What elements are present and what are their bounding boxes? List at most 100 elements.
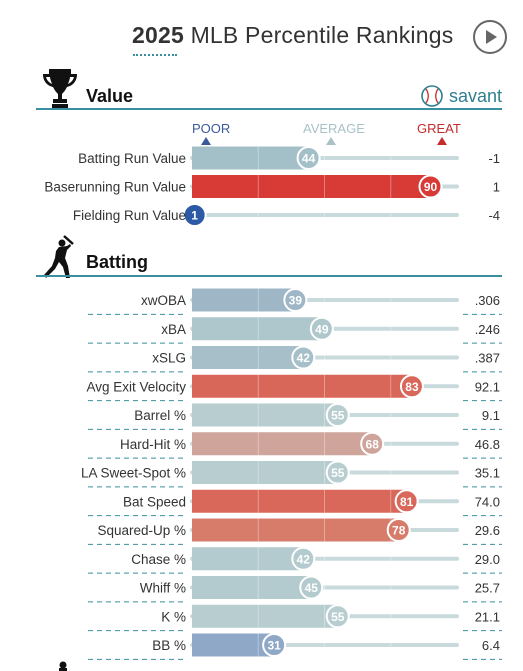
percentile-label-whiff: 45 [305, 581, 319, 595]
bar-barrel [192, 403, 338, 427]
title-year: 2025 [132, 22, 184, 48]
marker-squared-up [386, 518, 411, 542]
stat-value-whiff: 25.7 [475, 581, 500, 596]
bar-hard-hit [192, 432, 373, 456]
metric-label-xslg: xSLG [152, 351, 186, 366]
stat-value-xba: .246 [475, 322, 500, 337]
marker-xba [309, 316, 334, 341]
metric-label-k: K % [161, 609, 186, 624]
stat-value-avg-exit-velocity: 92.1 [475, 379, 500, 394]
stat-value-barrel: 9.1 [482, 408, 500, 423]
marker-xslg [291, 345, 316, 370]
title-text: MLB Percentile Rankings [190, 22, 454, 48]
marker-bb [262, 633, 287, 657]
section-title-batting: Batting [86, 252, 148, 272]
stat-value-xslg: .387 [475, 351, 500, 366]
scale-poor-label: POOR [192, 121, 231, 136]
stat-value-baserunning-run-value: 1 [493, 180, 500, 195]
percentile-label-chase: 42 [297, 552, 311, 566]
metric-label-avg-exit-velocity: Avg Exit Velocity [86, 379, 186, 394]
bar-chase [192, 547, 304, 571]
title-underline [133, 54, 177, 56]
stat-value-bb: 6.4 [482, 638, 500, 653]
batting-section-rule [36, 275, 502, 277]
stat-value-k: 21.1 [475, 609, 500, 624]
marker-avg-exit-velocity [399, 374, 424, 399]
play-button[interactable] [473, 20, 507, 54]
percentile-label-barrel: 55 [331, 409, 345, 423]
metric-label-xba: xBA [161, 322, 186, 337]
play-circle-icon [486, 30, 497, 44]
page-title: 2025 MLB Percentile Rankings [132, 22, 453, 49]
marker-chase [291, 546, 316, 571]
trophy-icon [43, 69, 77, 110]
bar-xslg [192, 346, 304, 369]
stat-value-la-sweet-spot: 35.1 [475, 466, 500, 481]
marker-xwoba [283, 288, 308, 312]
percentile-label-k: 55 [331, 610, 345, 624]
marker-fielding-run-value [182, 203, 207, 227]
metric-label-fielding-run-value: Fielding Run Value [73, 208, 186, 223]
scale-great-marker [437, 137, 447, 145]
bar-bb [192, 633, 275, 657]
batter-icon [44, 235, 74, 278]
bar-la-sweet-spot [192, 461, 338, 484]
metric-label-whiff: Whiff % [140, 581, 186, 596]
metric-label-hard-hit: Hard-Hit % [120, 437, 186, 452]
scale-poor-marker [201, 137, 211, 145]
marker-baserunning-run-value [418, 174, 443, 199]
marker-hard-hit [360, 431, 385, 456]
bar-bat-speed [192, 489, 407, 513]
bar-squared-up [192, 518, 399, 542]
bar-xwoba [192, 288, 296, 312]
metric-label-batting-run-value: Batting Run Value [78, 151, 186, 166]
metric-label-baserunning-run-value: Baserunning Run Value [44, 180, 186, 195]
percentile-label-baserunning-run-value: 90 [424, 180, 438, 194]
value-section-rule [36, 108, 502, 110]
stat-value-xwoba: .306 [475, 293, 500, 308]
percentile-label-xslg: 42 [297, 351, 311, 365]
marker-bat-speed [394, 489, 419, 514]
marker-la-sweet-spot [325, 460, 350, 485]
scale-great-label: GREAT [417, 121, 461, 136]
baseball-icon [421, 85, 443, 107]
marker-k [325, 604, 350, 629]
percentile-label-xba: 49 [315, 322, 329, 336]
percentile-label-squared-up: 78 [392, 524, 406, 538]
bar-baserunning-run-value [192, 175, 431, 198]
percentile-label-batting-run-value: 44 [302, 152, 316, 166]
section-title-value: Value [86, 86, 134, 106]
percentile-label-fielding-run-value: 1 [191, 209, 198, 223]
percentile-label-hard-hit: 68 [366, 437, 380, 451]
metric-label-bat-speed: Bat Speed [123, 494, 186, 509]
marker-barrel [325, 403, 350, 427]
metric-label-barrel: Barrel % [134, 408, 186, 423]
percentile-label-bb: 31 [267, 639, 281, 653]
stat-value-fielding-run-value: -4 [488, 208, 500, 223]
stat-value-batting-run-value: -1 [488, 151, 500, 166]
metric-label-xwoba: xwOBA [141, 293, 186, 308]
metric-label-chase: Chase % [131, 552, 186, 567]
stat-value-hard-hit: 46.8 [475, 437, 500, 452]
bar-batting-run-value [192, 146, 309, 170]
metric-label-la-sweet-spot: LA Sweet-Spot % [81, 466, 186, 481]
bar-xba [192, 317, 322, 341]
stat-value-bat-speed: 74.0 [475, 494, 500, 509]
percentile-label-bat-speed: 81 [400, 495, 414, 509]
percentile-label-xwoba: 39 [289, 294, 303, 308]
percentile-label-la-sweet-spot: 55 [331, 466, 345, 480]
bar-whiff [192, 576, 312, 599]
savant-brand[interactable]: savant [449, 86, 503, 106]
bar-avg-exit-velocity [192, 374, 412, 398]
marker-batting-run-value [296, 146, 321, 170]
scale-average-label: AVERAGE [303, 121, 365, 136]
metric-label-bb: BB % [152, 638, 186, 653]
metric-label-squared-up: Squared-Up % [97, 523, 186, 538]
percentile-label-avg-exit-velocity: 83 [405, 380, 419, 394]
stat-value-squared-up: 29.6 [475, 523, 500, 538]
marker-whiff [299, 575, 324, 600]
next-section-icon [59, 661, 67, 671]
scale-average-marker [326, 137, 336, 145]
bar-k [192, 604, 338, 628]
